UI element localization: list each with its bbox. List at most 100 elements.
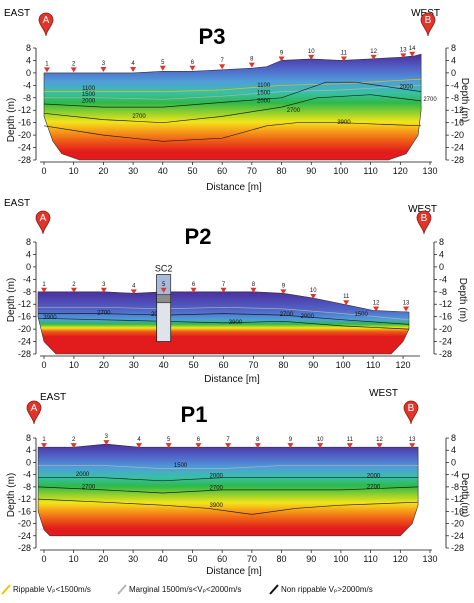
- contour-label: 2700: [287, 108, 301, 114]
- x-tick-label: 0: [41, 166, 46, 176]
- y-tick-label-right: -20: [451, 130, 464, 140]
- y-tick-label-left: -8: [23, 482, 31, 492]
- geophone-label: 12: [370, 49, 377, 55]
- geophone-label: 11: [347, 437, 354, 443]
- x-tick-label: 120: [393, 554, 408, 564]
- geophone-label: 3: [102, 61, 106, 67]
- y-tick-label-left: -12: [18, 105, 31, 115]
- velocity-section: 1100150020002700110015002000270039002000…: [43, 46, 437, 161]
- contour-line-2700: [38, 313, 410, 325]
- geophone-label: 4: [132, 283, 136, 289]
- x-tick-label: 20: [98, 166, 108, 176]
- geophone-icon: [43, 67, 50, 73]
- geophone-icon: [278, 56, 285, 62]
- marker-right-letter: B: [425, 15, 432, 26]
- contour-line-1500: [38, 306, 410, 321]
- contour-line-3900: [37, 317, 410, 330]
- marker-right-letter: B: [421, 213, 428, 224]
- geophone-icon: [225, 443, 232, 449]
- geophone-label: 12: [373, 300, 380, 306]
- geophone-icon: [70, 443, 77, 449]
- legend-item-non-rippable: Non rippable Vₚ>2000m/s: [269, 584, 373, 595]
- x-tick-label: 20: [99, 360, 109, 370]
- y-tick-label-right: -24: [451, 143, 464, 153]
- marker-a-icon: A: [35, 210, 51, 235]
- x-tick-label: 0: [41, 554, 46, 564]
- geophone-label: 4: [131, 61, 135, 67]
- y-tick-label-left: -24: [18, 143, 31, 153]
- contour-label: 2700: [97, 310, 111, 316]
- end-label-right: WEST: [408, 204, 437, 215]
- geophone-icon: [280, 289, 287, 295]
- geophone-label: 13: [400, 47, 407, 53]
- contour-label: 2000: [367, 474, 381, 480]
- x-tick-label: 40: [159, 360, 169, 370]
- y-axis-title-left: Depth (m): [6, 278, 17, 322]
- velocity-body: [43, 53, 422, 161]
- geophone-label: 1: [42, 282, 46, 288]
- x-tick-label: 100: [333, 166, 348, 176]
- geophone-label: 5: [161, 60, 165, 66]
- marker-a-icon: A: [38, 12, 54, 37]
- geophone-icon: [190, 287, 197, 293]
- contour-label: 2000: [76, 472, 90, 478]
- y-tick-label-right: 4: [451, 445, 456, 455]
- contour-label: 3900: [43, 315, 57, 321]
- y-tick-label-right: -8: [439, 287, 447, 297]
- contour-label: 2000: [82, 98, 96, 104]
- x-tick-label: 40: [158, 554, 168, 564]
- y-tick-label-right: -28: [451, 543, 464, 553]
- y-tick-label-left: 8: [26, 433, 31, 443]
- geophone-label: 10: [308, 49, 315, 55]
- geophone-icon: [160, 287, 167, 293]
- y-tick-label-right: -12: [439, 299, 452, 309]
- contour-line-3900: [38, 498, 419, 515]
- y-tick-label-left: -4: [23, 470, 31, 480]
- geophone-icon: [308, 54, 315, 60]
- geophone-icon: [100, 67, 107, 73]
- x-tick-label: 80: [278, 360, 288, 370]
- panel-p2: P2 EAST WEST A B 39002700200039002700200…: [4, 198, 468, 385]
- geophone-label: 13: [403, 300, 410, 306]
- y-tick-label-left: -28: [18, 155, 31, 165]
- y-tick-label-right: 0: [451, 457, 456, 467]
- x-tick-label: 50: [189, 360, 199, 370]
- geophone-label: 9: [280, 50, 284, 56]
- x-tick-label: 100: [333, 554, 348, 564]
- y-tick-label-right: -4: [451, 80, 459, 90]
- x-tick-label: 130: [422, 166, 437, 176]
- y-tick-label-left: -8: [23, 93, 31, 103]
- geophone-icon: [370, 54, 377, 60]
- contour-label: 1100: [257, 83, 271, 89]
- y-tick-label-right: 4: [439, 249, 444, 259]
- end-label-left: EAST: [4, 198, 30, 209]
- y-tick-label-left: 0: [26, 68, 31, 78]
- y-tick-label-left: 0: [26, 262, 31, 272]
- contour-label: 2000: [400, 84, 414, 90]
- legend: Rippable Vₚ<1500m/s Marginal 1500m/s<Vₚ<…: [1, 584, 373, 595]
- contour-label: 2000: [257, 98, 271, 104]
- geophone-icon: [130, 289, 137, 295]
- marker-b-icon: B: [416, 210, 432, 235]
- x-tick-label: 10: [69, 166, 79, 176]
- y-tick-label-left: 8: [26, 237, 31, 247]
- y-tick-label-left: -16: [18, 118, 31, 128]
- y-tick-label-right: 0: [439, 262, 444, 272]
- contour-label: 2700: [367, 484, 381, 490]
- geophone-label: 8: [252, 282, 256, 288]
- geophone-icon: [373, 306, 380, 312]
- y-tick-label-left: 0: [26, 457, 31, 467]
- y-axis-title-left: Depth (m): [6, 98, 17, 142]
- panel-title: P2: [185, 224, 212, 249]
- geophone-label: 3: [105, 434, 109, 440]
- legend-item-rippable: Rippable Vₚ<1500m/s: [1, 584, 91, 595]
- x-tick-label: 40: [158, 166, 168, 176]
- geophone-label: 2: [72, 437, 76, 443]
- geophone-icon: [346, 443, 353, 449]
- geophone-label: 7: [220, 58, 224, 64]
- geophone-icon: [310, 294, 317, 299]
- geophone-label: 8: [256, 437, 260, 443]
- x-tick-label: 130: [422, 554, 437, 564]
- y-tick-label-left: -20: [18, 130, 31, 140]
